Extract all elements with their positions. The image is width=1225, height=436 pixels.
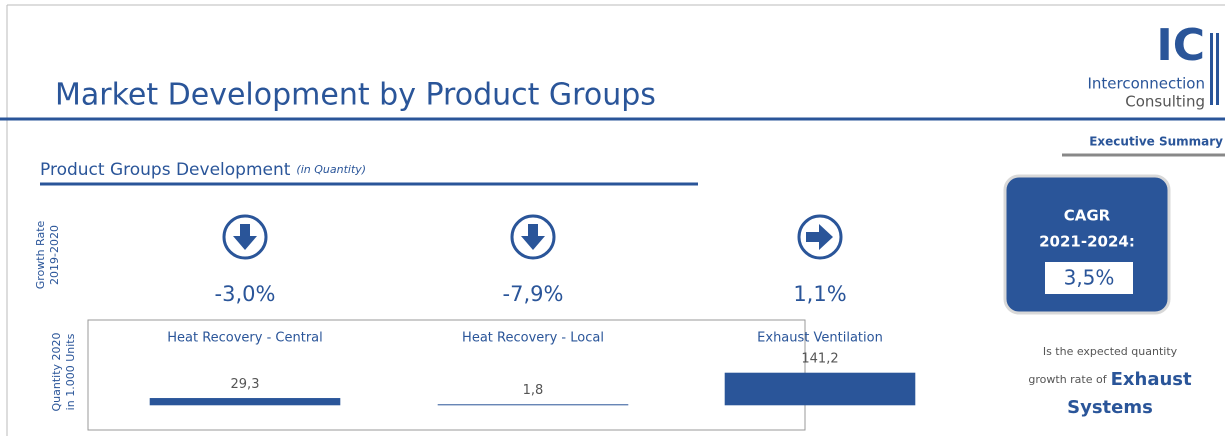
quantity-label: 29,3 xyxy=(231,377,260,392)
logo-mark: IC xyxy=(1156,20,1205,71)
cagr-value-box xyxy=(1045,262,1133,294)
subtitle-main: Product Groups Development xyxy=(40,160,291,180)
quantity-row-label: Quantity 2020 in 1.000 Units xyxy=(50,332,77,411)
subtitle: Product Groups Development (in Quantity) xyxy=(40,160,366,180)
quantity-bar xyxy=(149,398,341,406)
logo-bar xyxy=(1210,33,1213,105)
products: -3,0% Heat Recovery - Central 29,3 -7,9% Hea… xyxy=(149,214,916,406)
growth-row-label: Growth Rate 2019-2020 xyxy=(34,221,61,290)
cagr-label: CAGR xyxy=(1064,207,1111,225)
description-highlight: Systems xyxy=(1067,397,1153,418)
row-label: 2019-2020 xyxy=(48,225,61,285)
product-name: Heat Recovery - Local xyxy=(462,331,604,346)
section-label: Executive Summary xyxy=(1089,135,1223,149)
quantity-bar xyxy=(724,372,916,406)
description-line: growth rate of Exhaust xyxy=(1028,369,1192,390)
logo-bar xyxy=(1216,33,1219,105)
logo-line2: Consulting xyxy=(1125,93,1205,111)
description-line: Is the expected quantity xyxy=(1043,345,1178,358)
arrow-down xyxy=(233,224,257,250)
logo-line1: Interconnection xyxy=(1087,75,1205,93)
title: Market Development by Product Groups xyxy=(55,78,656,113)
arrow-right xyxy=(806,224,833,250)
arrow-down xyxy=(521,224,545,250)
growth-label: 1,1% xyxy=(793,282,846,306)
growth-label: -7,9% xyxy=(503,282,564,306)
cagr-value: 3,5% xyxy=(1064,266,1115,290)
growth-label: -3,0% xyxy=(215,282,276,306)
product-name: Heat Recovery - Central xyxy=(167,331,323,346)
row-label: in 1.000 Units xyxy=(64,333,77,410)
row-label: Growth Rate xyxy=(34,221,47,290)
description-text: growth rate of xyxy=(1028,373,1107,386)
product-name: Exhaust Ventilation xyxy=(757,331,883,346)
quantity-label: 141,2 xyxy=(801,352,838,367)
cagr-period: 2021-2024: xyxy=(1039,233,1135,251)
description-highlight: Exhaust xyxy=(1111,369,1192,390)
row-label: Quantity 2020 xyxy=(50,332,63,411)
subtitle-note: (in Quantity) xyxy=(296,163,366,176)
quantity-label: 1,8 xyxy=(523,383,544,398)
